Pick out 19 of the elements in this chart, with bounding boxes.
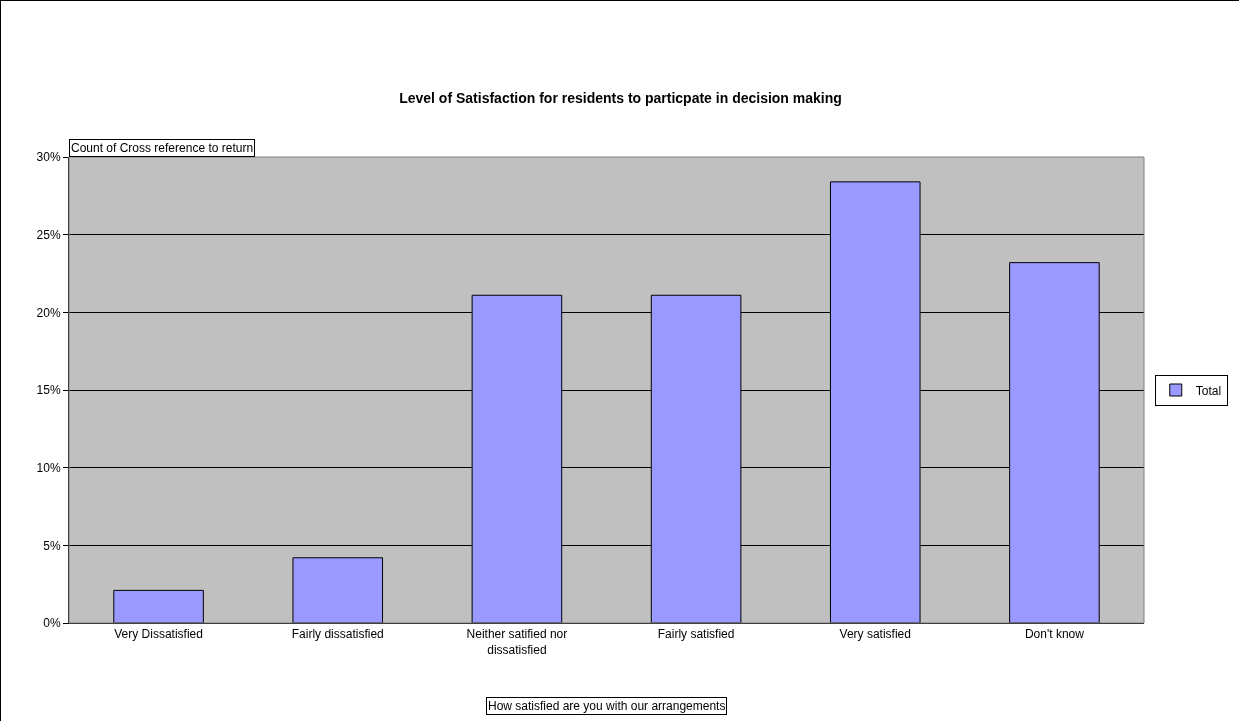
x-tick-label: Fairly satisfied <box>657 627 735 642</box>
x-tick-label: Fairly dissatisfied <box>291 627 384 642</box>
y-tick-label: 5% <box>43 538 61 553</box>
chart-title: Level of Satisfaction for residents to particpate in decision making <box>399 89 842 106</box>
x-tick-label: Neither satified nor dissatisfied <box>466 627 568 657</box>
x-axis-title: How satisfied are you with our arrangements <box>488 699 726 713</box>
y-tick-label: 15% <box>36 383 61 398</box>
y-tick-label: 30% <box>36 150 61 165</box>
y-tick-label: 0% <box>43 616 61 631</box>
x-tick-label: Very satisfied <box>839 627 911 642</box>
y-tick-label: 25% <box>36 227 61 242</box>
y-tick-label: 20% <box>36 305 61 320</box>
x-tick-label: Very Dissatisfied <box>114 627 203 642</box>
x-tick-label: Don't know <box>1024 627 1085 642</box>
legend-label: Total <box>1195 383 1222 398</box>
bar <box>292 557 384 623</box>
y-tick-label: 10% <box>36 460 61 475</box>
bar <box>113 589 204 623</box>
y-axis-title: Count of Cross reference to return <box>71 141 254 155</box>
